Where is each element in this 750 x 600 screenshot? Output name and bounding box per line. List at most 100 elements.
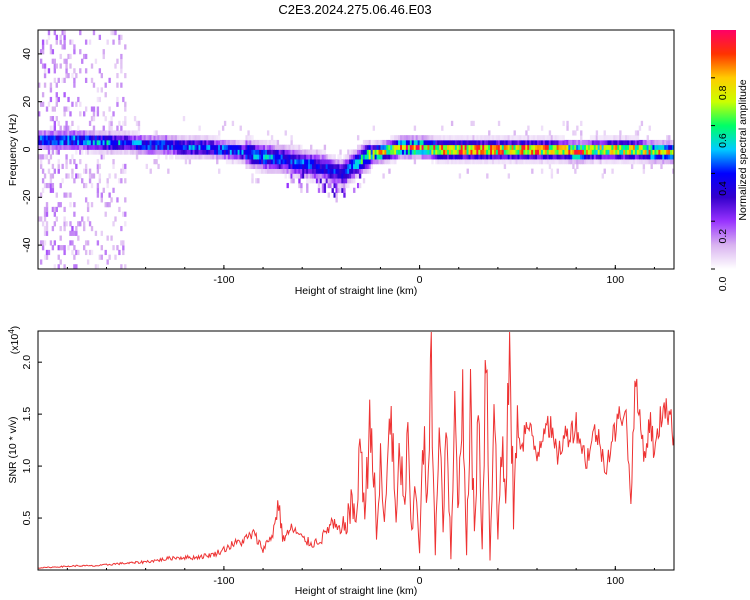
spectrogram-x-axis-label: Height of straight line (km) bbox=[295, 285, 418, 297]
spectrogram-cell bbox=[615, 154, 618, 160]
spectrogram-cell bbox=[411, 139, 415, 146]
spectrogram-cell bbox=[521, 149, 524, 155]
spectrogram-cell bbox=[458, 139, 462, 146]
spectrogram-cell bbox=[601, 159, 604, 165]
spectrogram-cell bbox=[488, 139, 491, 146]
spectrogram-cell bbox=[261, 163, 264, 170]
spectrogram-cell bbox=[306, 159, 309, 165]
spectrogram-cell bbox=[370, 144, 374, 150]
spectrogram-cell bbox=[495, 154, 499, 160]
spectrogram-cell bbox=[382, 173, 385, 179]
spectrogram-cell bbox=[356, 154, 360, 160]
spectrogram-cell bbox=[257, 159, 260, 165]
spectrogram-cell bbox=[43, 225, 47, 232]
spectrogram-cell bbox=[51, 106, 55, 112]
spectrogram-cell bbox=[599, 154, 602, 160]
spectrogram-cell bbox=[415, 139, 419, 146]
spectrogram-cell bbox=[227, 149, 231, 155]
spectrogram-cell bbox=[325, 163, 329, 170]
spectrogram-cell bbox=[452, 139, 456, 146]
spectrogram-cell bbox=[462, 144, 466, 150]
spectrogram-cell bbox=[270, 163, 274, 170]
spectrogram-cell bbox=[174, 139, 178, 146]
spectrogram-cell bbox=[460, 154, 464, 160]
spectrogram-cell bbox=[38, 82, 41, 88]
spectrogram-cell bbox=[77, 130, 80, 136]
spectrogram-cell bbox=[580, 120, 583, 126]
spectrogram-cell bbox=[490, 135, 493, 141]
spectrogram-cell bbox=[180, 149, 184, 155]
spectrogram-cell bbox=[147, 139, 150, 146]
spectrogram-cell bbox=[601, 154, 604, 160]
spectrogram-cell bbox=[343, 168, 346, 174]
spectrogram-cell bbox=[108, 202, 111, 208]
spectrogram-cell bbox=[176, 144, 180, 150]
spectrogram-cell bbox=[372, 159, 375, 165]
spectrogram-cell bbox=[636, 139, 640, 146]
spectrogram-cell bbox=[137, 149, 141, 155]
spectrogram-cell bbox=[425, 139, 428, 146]
spectrogram-cell bbox=[67, 245, 70, 251]
spectrogram-cell bbox=[90, 173, 94, 179]
spectrogram-cell bbox=[630, 149, 634, 155]
spectrogram-cell bbox=[53, 125, 57, 131]
spectrogram-cell bbox=[333, 168, 336, 174]
spectrogram-cell bbox=[265, 168, 268, 174]
spectrogram-cell bbox=[110, 130, 113, 136]
spectrogram-cell bbox=[61, 144, 64, 150]
spectrogram-cell bbox=[92, 125, 96, 131]
spectrogram-cell bbox=[376, 139, 379, 146]
spectrogram-cell bbox=[511, 149, 514, 155]
spectrogram-cell bbox=[282, 149, 285, 155]
spectrogram-cell bbox=[474, 139, 477, 146]
spectrogram-cell bbox=[343, 163, 346, 170]
spectrogram-cell bbox=[435, 154, 438, 160]
spectrogram-cell bbox=[562, 135, 565, 141]
spectrogram-cell bbox=[73, 77, 76, 83]
spectrogram-cell bbox=[601, 135, 604, 141]
spectrogram-cell bbox=[630, 163, 634, 170]
spectrogram-cell bbox=[208, 135, 211, 141]
spectrogram-cell bbox=[564, 144, 567, 150]
spectrogram-cell bbox=[640, 120, 644, 126]
spectrogram-cell bbox=[57, 254, 60, 260]
spectrogram-cell bbox=[509, 154, 512, 160]
spectrogram-cell bbox=[329, 182, 332, 189]
spectrogram-cell bbox=[474, 135, 477, 141]
spectrogram-cell bbox=[454, 159, 458, 165]
spectrogram-cell bbox=[214, 149, 217, 155]
spectrogram-cell bbox=[75, 149, 78, 155]
spectrogram-cell bbox=[110, 116, 113, 122]
spectrogram-cell bbox=[79, 68, 82, 74]
spectrogram-cell bbox=[114, 144, 117, 150]
spectrogram-cell bbox=[151, 135, 154, 141]
spectrogram-cell bbox=[513, 135, 516, 141]
spectrogram-cell bbox=[501, 149, 505, 155]
spectrogram-cell bbox=[124, 101, 127, 107]
spectrogram-cell bbox=[568, 154, 571, 160]
spectrogram-cell bbox=[71, 249, 74, 256]
spectrogram-cell bbox=[572, 163, 575, 170]
spectrogram-cell bbox=[517, 159, 520, 165]
spectrogram-cell bbox=[580, 159, 583, 165]
spectrogram-cell bbox=[413, 159, 417, 165]
spectrogram-cell bbox=[241, 154, 244, 160]
spectrogram-cell bbox=[84, 53, 88, 60]
spectrogram-cell bbox=[67, 125, 70, 131]
spectrogram-cell bbox=[118, 144, 121, 150]
spectrogram-cell bbox=[595, 135, 599, 141]
spectrogram-cell bbox=[662, 154, 665, 160]
spectrogram-cell bbox=[212, 149, 215, 155]
spectrogram-cell bbox=[353, 178, 356, 184]
spectrogram-cell bbox=[204, 154, 207, 160]
spectrogram-cell bbox=[411, 144, 415, 150]
spectrogram-cell bbox=[505, 149, 509, 155]
spectrogram-cell bbox=[409, 135, 413, 141]
spectrogram-cell bbox=[65, 106, 68, 112]
spectrogram-cell bbox=[313, 163, 317, 170]
spectrogram-cell bbox=[550, 168, 554, 174]
spectrogram-cell bbox=[65, 73, 68, 79]
spectrogram-cell bbox=[102, 130, 105, 136]
spectrogram-cell bbox=[263, 154, 266, 160]
spectrogram-cell bbox=[63, 245, 66, 251]
